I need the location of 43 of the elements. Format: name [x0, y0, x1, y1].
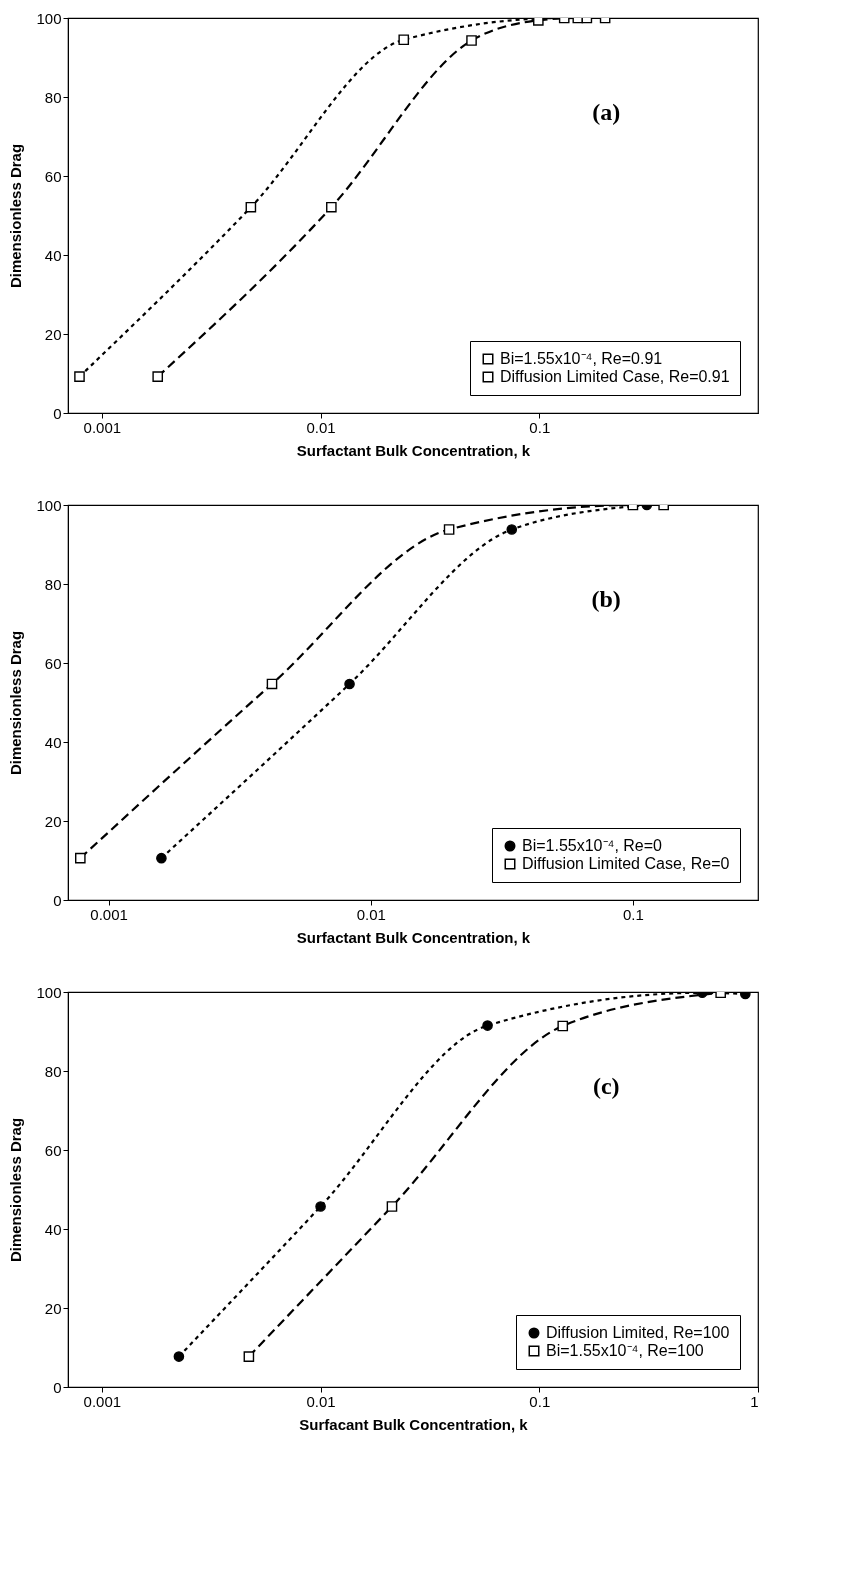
y-axis-title: Dimensionless Drag — [7, 143, 25, 289]
y-tick-label: 0 — [53, 404, 62, 422]
y-axis-title: Dimensionless Drag — [7, 1117, 25, 1263]
y-tick-label: 40 — [44, 733, 62, 751]
legend-label: Diffusion Limited Case, Re=0 — [522, 855, 730, 872]
x-tick-label: 0.1 — [622, 905, 644, 923]
y-tick-label: 0 — [53, 1378, 62, 1396]
y-tick-label: 60 — [44, 167, 62, 185]
x-tick-label: 0.1 — [529, 418, 551, 436]
x-axis-title: Surfactant Bulk Concentration, k — [296, 441, 531, 459]
y-tick-label: 100 — [36, 496, 62, 514]
x-tick-label: 0.001 — [83, 1392, 122, 1410]
y-tick-label: 80 — [44, 1062, 62, 1080]
y-tick-label: 40 — [44, 1220, 62, 1238]
legend-label: Diffusion Limited Case, Re=0.91 — [500, 368, 730, 385]
y-tick-label: 40 — [44, 246, 62, 264]
x-tick-label: 1 — [750, 1392, 759, 1410]
x-axis-title: Surfactant Bulk Concentration, k — [296, 928, 531, 946]
y-tick-label: 20 — [44, 325, 62, 343]
y-tick-label: 80 — [44, 575, 62, 593]
legend-label: Bi=1.55x10⁻⁴, Re=0 — [522, 837, 663, 854]
legend-label: Bi=1.55x10⁻⁴, Re=0.91 — [500, 350, 663, 367]
x-tick-label: 0.001 — [90, 905, 128, 923]
legend-label: Bi=1.55x10⁻⁴, Re=100 — [546, 1342, 704, 1359]
y-tick-label: 100 — [36, 983, 62, 1001]
annotation: (a) — [592, 98, 621, 125]
annotation: (b) — [591, 585, 621, 612]
y-tick-label: 0 — [53, 891, 62, 909]
y-tick-label: 60 — [44, 654, 62, 672]
x-tick-label: 0.01 — [356, 905, 386, 923]
y-tick-label: 100 — [36, 9, 62, 27]
y-tick-label: 20 — [44, 1299, 62, 1317]
legend-label: Diffusion Limited, Re=100 — [546, 1324, 730, 1341]
x-tick-label: 0.1 — [529, 1392, 551, 1410]
y-tick-label: 80 — [44, 88, 62, 106]
x-tick-label: 0.001 — [83, 418, 122, 436]
x-axis-title: Surfacant Bulk Concentration, k — [299, 1415, 529, 1433]
y-tick-label: 20 — [44, 812, 62, 830]
x-tick-label: 0.01 — [306, 418, 336, 436]
annotation: (c) — [592, 1072, 620, 1099]
y-tick-label: 60 — [44, 1141, 62, 1159]
x-tick-label: 0.01 — [306, 1392, 336, 1410]
y-axis-title: Dimensionless Drag — [7, 630, 25, 776]
